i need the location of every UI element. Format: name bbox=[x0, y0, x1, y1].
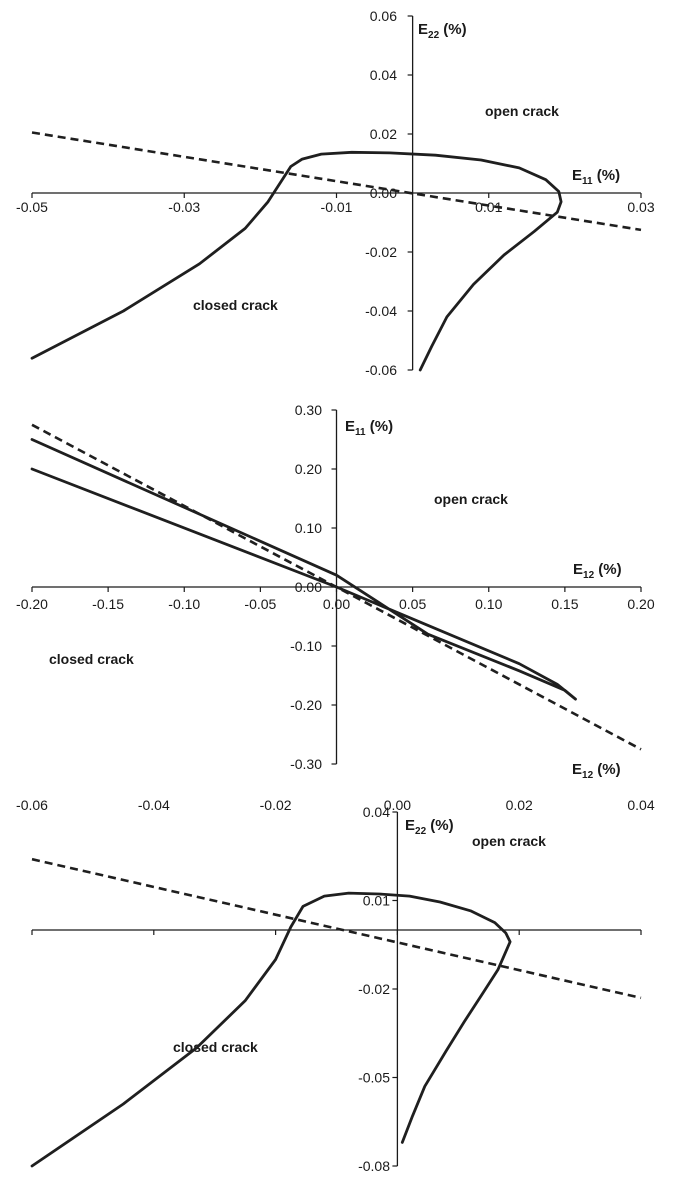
closed-crack-label: closed crack bbox=[49, 651, 134, 667]
closed-crack-label: closed crack bbox=[193, 297, 278, 313]
y-tick-label: -0.02 bbox=[365, 244, 397, 260]
y-axis-label: E22 (%) bbox=[418, 21, 467, 41]
x-tick-label: 0.00 bbox=[384, 797, 411, 813]
x-tick-label: 0.20 bbox=[627, 596, 654, 612]
series-dashed-line bbox=[31, 423, 642, 751]
x-tick-label: -0.15 bbox=[92, 596, 124, 612]
y-tick-label: 0.30 bbox=[295, 402, 322, 418]
x-tick-label: 0.00 bbox=[323, 596, 350, 612]
y-tick-label: 0.04 bbox=[363, 804, 390, 820]
x-axis-label: E12 (%) bbox=[572, 761, 621, 781]
x-tick-label: -0.02 bbox=[260, 797, 292, 813]
series-solid-curve bbox=[30, 891, 512, 1168]
y-tick-label: 0.06 bbox=[370, 8, 397, 24]
y-tick-label: 0.02 bbox=[370, 126, 397, 142]
chart-panel-2: -0.20 -0.15 -0.10 -0.05 0.00 0.05 0.10 0.15 0.20… bbox=[16, 402, 655, 772]
y-tick-label: -0.20 bbox=[290, 697, 322, 713]
x-tick-label: 0.01 bbox=[475, 199, 502, 215]
y-tick-label: -0.06 bbox=[365, 362, 397, 378]
closed-crack-label: closed crack bbox=[173, 1039, 258, 1055]
x-tick-label: -0.01 bbox=[321, 199, 353, 215]
x-tick-label: 0.10 bbox=[475, 596, 502, 612]
y-tick-label: 0.00 bbox=[370, 185, 397, 201]
y-axis-label: E11 (%) bbox=[345, 418, 393, 438]
y-tick-label: -0.02 bbox=[358, 981, 390, 997]
series-solid-curve bbox=[30, 150, 563, 372]
open-crack-label: open crack bbox=[485, 103, 559, 119]
open-crack-label: open crack bbox=[434, 491, 508, 507]
y-tick-label: 0.10 bbox=[295, 520, 322, 536]
x-tick-label: -0.05 bbox=[16, 199, 48, 215]
x-tick-label: 0.15 bbox=[551, 596, 578, 612]
y-tick-label: 0.20 bbox=[295, 461, 322, 477]
series-dashed-line bbox=[31, 131, 642, 232]
chart-panel-1: -0.05 -0.03 -0.01 0.01 0.03 0.06 0.04 0.02 0.00 -… bbox=[16, 8, 655, 378]
x-tick-label: -0.20 bbox=[16, 596, 48, 612]
chart-panel-3: -0.06 -0.04 -0.02 0.00 0.02 0.04 0.04 0.01 -0.02… bbox=[16, 761, 655, 1174]
series-dashed-line bbox=[31, 857, 642, 1000]
y-tick-label: -0.04 bbox=[365, 303, 397, 319]
y-tick-label: -0.10 bbox=[290, 638, 322, 654]
x-tick-label: -0.03 bbox=[168, 199, 200, 215]
y-tick-label: -0.05 bbox=[358, 1070, 390, 1086]
x-axis-label: E12 (%) bbox=[573, 561, 622, 581]
x-tick-label: 0.05 bbox=[399, 596, 426, 612]
x-tick-label: 0.03 bbox=[627, 199, 654, 215]
open-crack-label: open crack bbox=[472, 833, 546, 849]
x-tick-label: -0.05 bbox=[244, 596, 276, 612]
x-axis-label: E11 (%) bbox=[572, 167, 620, 187]
y-tick-label: -0.30 bbox=[290, 756, 322, 772]
x-tick-label: -0.10 bbox=[168, 596, 200, 612]
series-solid-curve bbox=[30, 438, 577, 701]
x-tick-label: 0.04 bbox=[627, 797, 654, 813]
y-tick-label: 0.04 bbox=[370, 67, 397, 83]
x-tick-label: -0.06 bbox=[16, 797, 48, 813]
y-tick-label: -0.08 bbox=[358, 1158, 390, 1174]
y-tick-label: 0.01 bbox=[363, 893, 390, 909]
y-tick-label: 0.00 bbox=[295, 579, 322, 595]
y-axis-label: E22 (%) bbox=[405, 817, 454, 837]
x-tick-label: -0.04 bbox=[138, 797, 170, 813]
x-tick-label: 0.02 bbox=[506, 797, 533, 813]
